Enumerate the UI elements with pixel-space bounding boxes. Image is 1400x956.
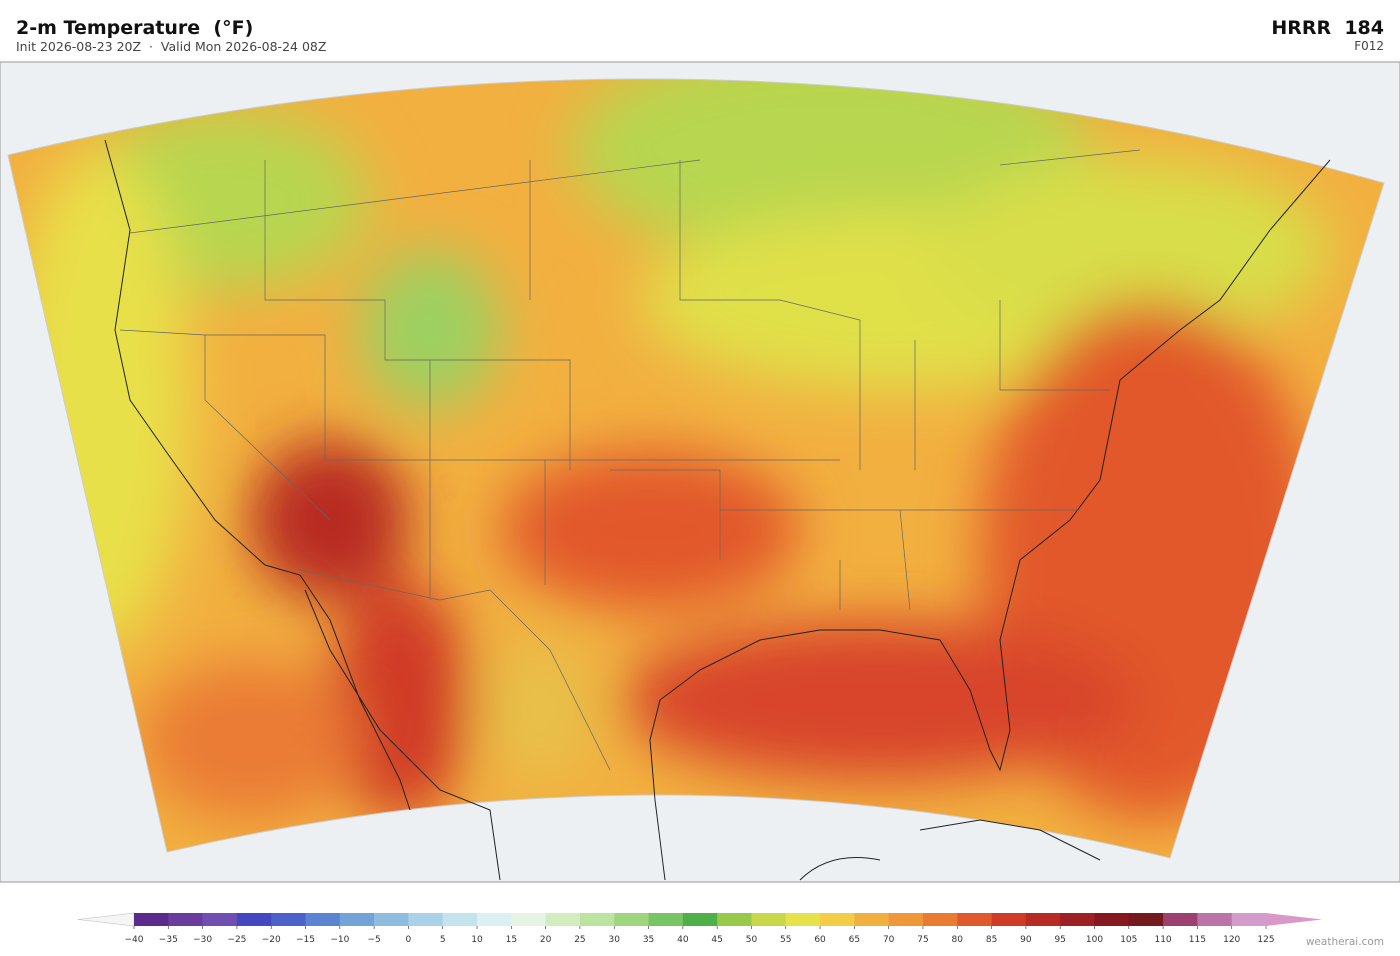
colorbar-under [77, 912, 135, 927]
colorbar-tick-label: 90 [1020, 935, 1032, 945]
colorbar-tick-label: 30 [609, 935, 621, 945]
colorbar-bin [339, 913, 375, 926]
colorbar-bin [511, 913, 546, 926]
colorbar-tick-label: 75 [917, 935, 928, 945]
coastlines [104, 139, 1331, 881]
colorbar-tick-label: −20 [262, 935, 281, 945]
colorbar-bin [442, 913, 478, 926]
colorbar-tick-label: 85 [986, 935, 997, 945]
colorbar-tick-label: 60 [814, 935, 826, 945]
title: 2-m Temperature (°F) [16, 17, 253, 39]
subtitle: Init 2026-08-23 20Z · Valid Mon 2026-08-… [16, 39, 326, 54]
colorbar-bin [717, 913, 752, 926]
colorbar-tick-label: 115 [1189, 935, 1206, 945]
model-name: HRRR 184 [1271, 17, 1384, 39]
colorbar-bin [922, 913, 958, 926]
colorbar-bin [820, 913, 855, 926]
colorbar-tick-label: 40 [677, 935, 689, 945]
colorbar-bin [305, 913, 341, 926]
colorbar-tick-label: 100 [1086, 935, 1103, 945]
colorbar-bin [614, 913, 649, 926]
colorbar-bin [374, 913, 409, 926]
colorbar-bin [888, 913, 924, 926]
colorbar-bin [1094, 913, 1130, 926]
forecast-hour: F012 [1354, 39, 1384, 53]
colorbar-tick-label: −5 [367, 935, 380, 945]
colorbar-tick-label: 65 [849, 935, 860, 945]
colorbar-tick-label: 110 [1154, 935, 1171, 945]
colorbar-tick-label: 50 [746, 935, 758, 945]
colorbar-bin [854, 913, 889, 926]
temperature-field [8, 78, 1384, 858]
colorbar-bin [134, 913, 169, 926]
colorbar-tick-label: 20 [540, 935, 552, 945]
credit: weatherai.com [1306, 936, 1384, 948]
colorbar-tick-label: −10 [330, 935, 349, 945]
colorbar-bin [236, 913, 272, 926]
colorbar-tick-label: 70 [883, 935, 895, 945]
colorbar-tick-label: 0 [406, 935, 412, 945]
map [0, 61, 1400, 883]
colorbar-tick-label: −15 [296, 935, 315, 945]
colorbar-bin [1060, 913, 1095, 926]
colorbar-bin [1231, 913, 1267, 926]
colorbar-tick-label: 45 [711, 935, 722, 945]
colorbar-tick-label: −25 [227, 935, 246, 945]
colorbar-tick-label: 15 [506, 935, 517, 945]
colorbar-bin [1197, 913, 1232, 926]
colorbar-tick-label: 25 [574, 935, 585, 945]
colorbar-bin [408, 913, 444, 926]
colorbar-tick-label: −40 [125, 935, 144, 945]
colorbar-tick-label: 35 [643, 935, 654, 945]
colorbar-tick-label: −30 [193, 935, 212, 945]
colorbar-bin [1163, 913, 1198, 926]
colorbar-bin [648, 913, 684, 926]
colorbar-bin [1025, 913, 1061, 926]
colorbar-bin [271, 913, 306, 926]
colorbar-tick-label: 125 [1257, 935, 1274, 945]
colorbar-tick-label: 120 [1223, 935, 1240, 945]
colorbar-tick-label: 5 [440, 935, 446, 945]
colorbar-tick-label: 105 [1120, 935, 1137, 945]
colorbar-bin [1128, 913, 1164, 926]
colorbar-tick-label: 95 [1054, 935, 1065, 945]
colorbar-bin [785, 913, 821, 926]
colorbar-bin [682, 913, 718, 926]
borders [119, 149, 1141, 771]
colorbar-bin [751, 913, 787, 926]
colorbar-tick-label: 10 [471, 935, 483, 945]
colorbar-tick-label: 80 [952, 935, 964, 945]
colorbar-tick-label: 55 [780, 935, 791, 945]
colorbar-bin [477, 913, 512, 926]
colorbar-tick-label: −35 [159, 935, 178, 945]
colorbar-bin [991, 913, 1027, 926]
colorbar-bin [545, 913, 581, 926]
colorbar: −40 −35 −30 −25 −20 −15 −10 −5 0 5 10 15 20 25 30 35 40 4… [77, 912, 1322, 945]
colorbar-bin [957, 913, 992, 926]
colorbar-bin [202, 913, 238, 926]
colorbar-over [1266, 913, 1322, 926]
colorbar-bin [579, 913, 615, 926]
colorbar-bin [168, 913, 203, 926]
